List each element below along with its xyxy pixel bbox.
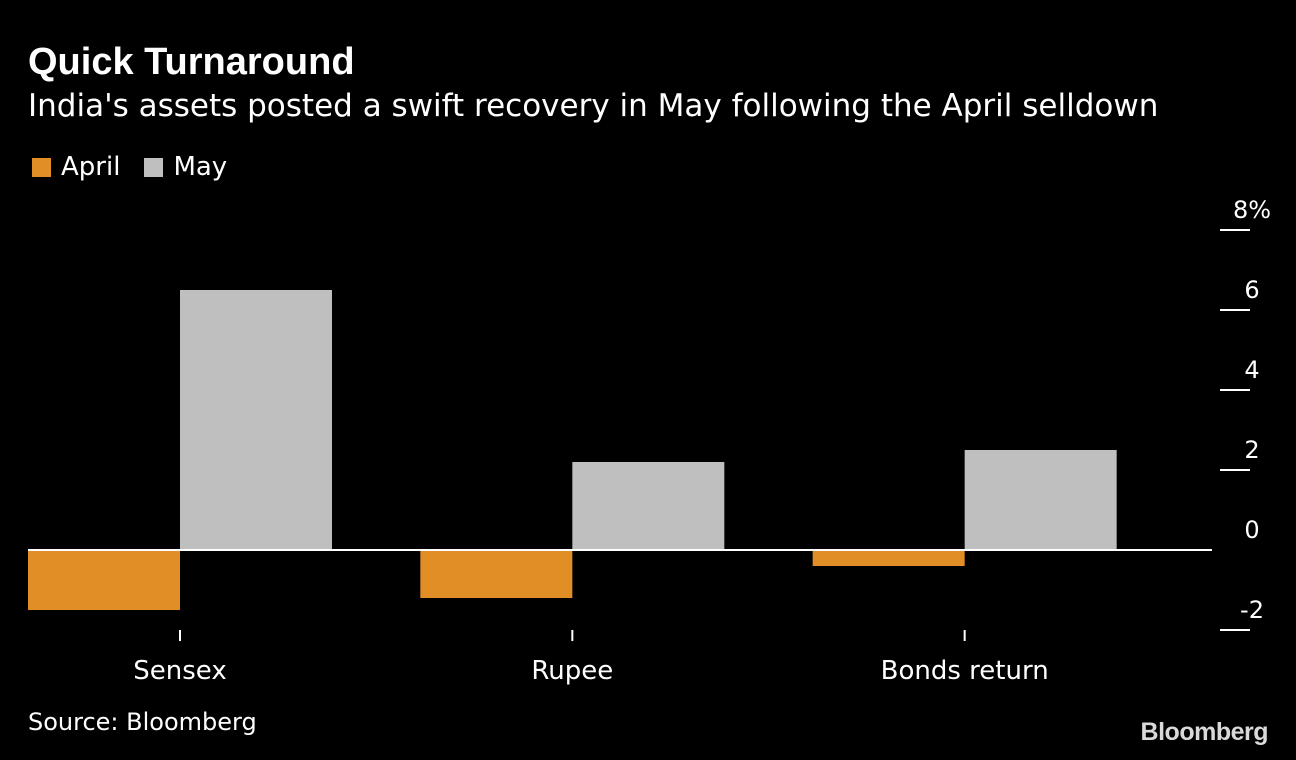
bar-april-bonds-return (812, 550, 965, 566)
y-tick-label: 6 (1244, 276, 1259, 304)
x-category-label: Bonds return (881, 656, 1049, 686)
legend-label-april: April (61, 152, 121, 182)
legend-swatch-may (144, 157, 164, 177)
chart-subtitle: India's assets posted a swift recovery i… (28, 88, 1159, 124)
bar-chart: 8% 6 4 2 0 -2 Sensex Rupee Bonds return (28, 196, 1271, 686)
legend-swatch-april (32, 157, 51, 177)
legend-item-april: April (32, 150, 120, 184)
legend-label-may: May (173, 152, 228, 182)
bar-april-rupee (420, 550, 573, 598)
y-tick-label: 2 (1244, 436, 1259, 464)
y-tick-label: 8% (1233, 196, 1271, 224)
bar-may-sensex (180, 290, 332, 550)
bar-april-sensex (28, 550, 180, 610)
y-tick-label: 0 (1244, 516, 1259, 544)
bar-may-rupee (572, 462, 725, 550)
bar-may-bonds-return (964, 450, 1117, 550)
x-category-label: Rupee (531, 656, 613, 686)
y-tick-label: -2 (1240, 596, 1264, 624)
legend-item-may: May (144, 150, 227, 184)
legend: April May (32, 150, 251, 184)
bloomberg-logo: Bloomberg (1140, 718, 1269, 746)
source-note: Source: Bloomberg (28, 708, 257, 736)
y-tick-label: 4 (1244, 356, 1259, 384)
chart-title: Quick Turnaround (28, 41, 355, 83)
x-category-label: Sensex (133, 656, 226, 686)
